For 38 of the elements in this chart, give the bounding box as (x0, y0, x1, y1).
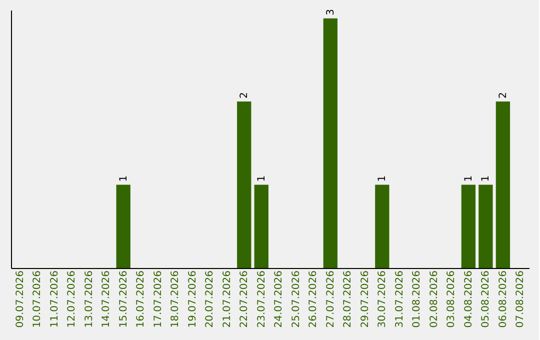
x-tick-label: 27.07.2026 (325, 270, 336, 328)
data-label: 1 (463, 175, 474, 182)
x-tick-label: 22.07.2026 (239, 270, 250, 328)
x-tick-label: 29.07.2026 (360, 270, 371, 328)
x-tick-label: 10.07.2026 (32, 270, 44, 328)
x-tick-label: 24.07.2026 (274, 270, 285, 328)
x-tick-label: 12.07.2026 (66, 270, 78, 328)
x-tick-label: 17.07.2026 (152, 270, 164, 328)
x-tick-label: 06.08.2026 (498, 270, 509, 328)
x-tick-label: 23.07.2026 (256, 270, 268, 328)
data-label: 1 (118, 175, 130, 182)
x-tick-label: 02.08.2026 (428, 270, 440, 328)
x-tick-label: 21.07.2026 (222, 270, 233, 328)
x-tick-label: 19.07.2026 (187, 270, 198, 328)
x-tick-label: 14.07.2026 (101, 270, 112, 328)
x-tick-label: 01.08.2026 (412, 270, 423, 328)
x-tick-label: 15.07.2026 (118, 270, 130, 328)
x-tick-label: 25.07.2026 (290, 270, 302, 328)
x-tick-label: 28.07.2026 (342, 270, 354, 328)
x-tick-label: 31.07.2026 (394, 270, 406, 328)
data-label: 2 (498, 92, 509, 99)
data-label: 1 (480, 175, 492, 182)
data-label: 3 (325, 8, 336, 16)
data-label: 2 (239, 92, 250, 99)
x-tick-label: 18.07.2026 (170, 270, 182, 328)
x-tick-label: 13.07.2026 (84, 270, 95, 328)
x-tick-label: 09.07.2026 (14, 270, 26, 328)
x-tick-label: 05.08.2026 (480, 270, 492, 328)
data-label: 1 (256, 175, 268, 182)
x-tick-label: 07.08.2026 (515, 270, 526, 328)
x-tick-label: 03.08.2026 (446, 270, 458, 328)
x-tick-label: 20.07.2026 (204, 270, 216, 328)
x-tick-label: 30.07.2026 (377, 270, 388, 328)
x-tick-label: 11.07.2026 (49, 270, 60, 328)
x-tick-label: 16.07.2026 (136, 270, 147, 328)
data-label: 1 (377, 175, 388, 182)
x-tick-label: 26.07.2026 (308, 270, 320, 328)
x-tick-label: 04.08.2026 (463, 270, 474, 328)
